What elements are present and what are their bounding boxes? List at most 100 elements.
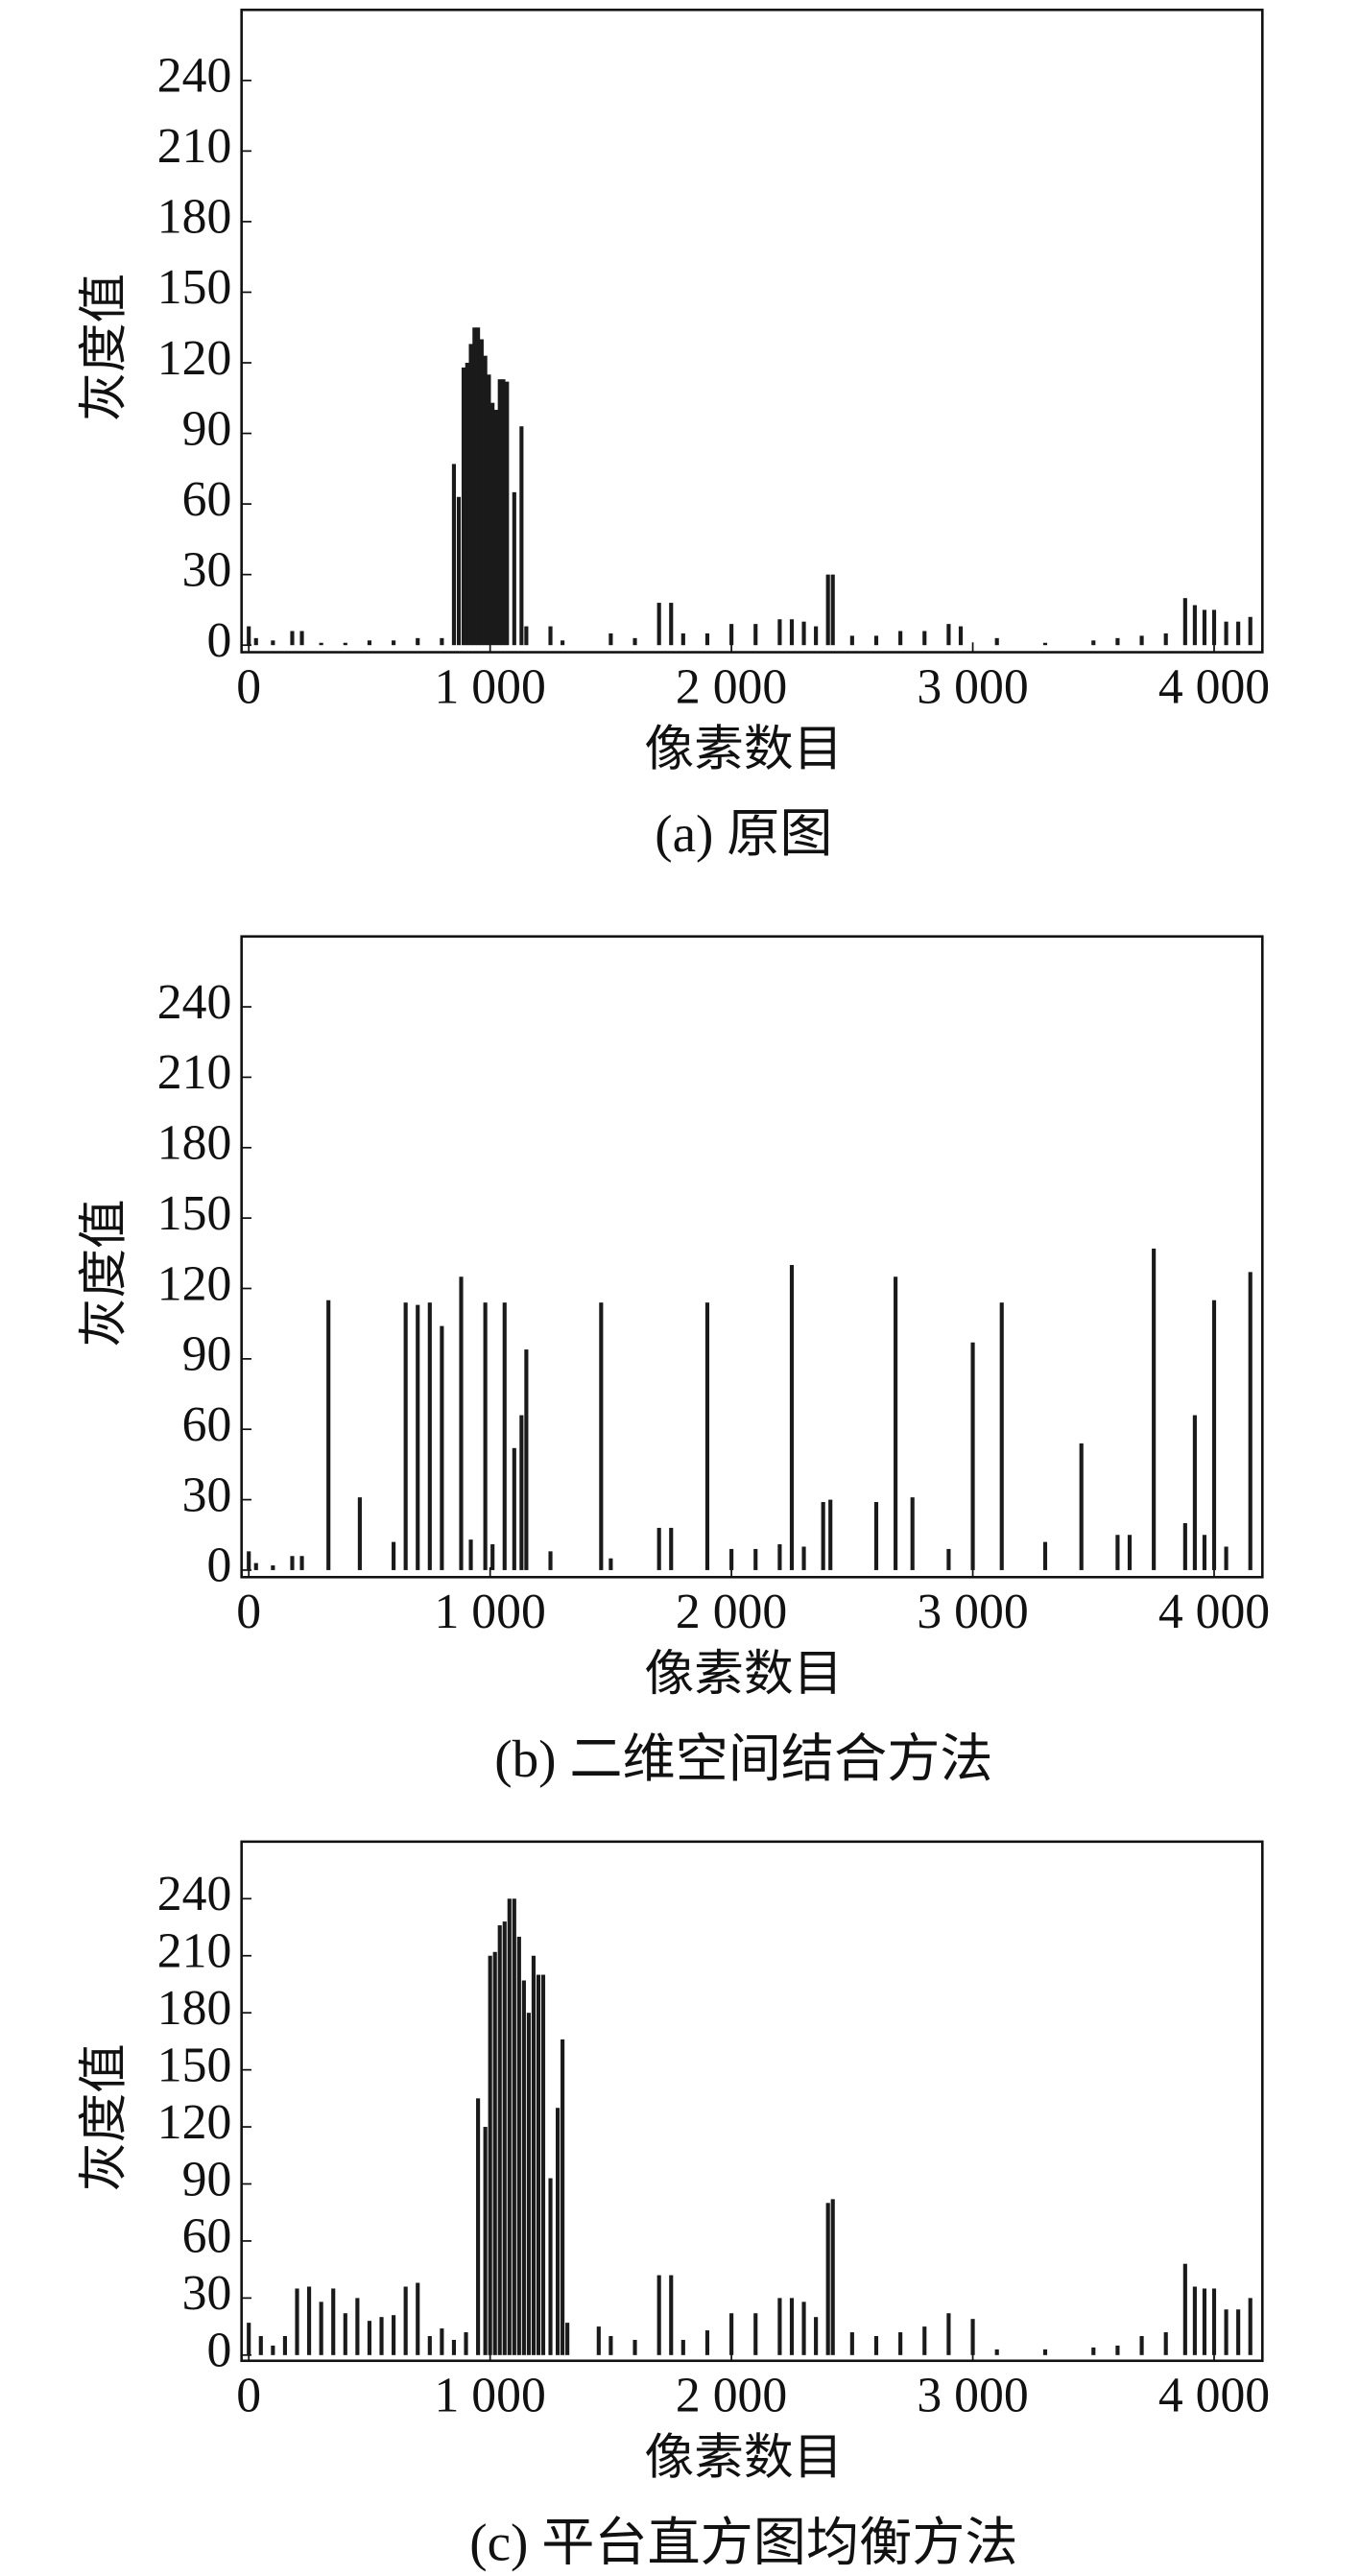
y-tick-label: 240 (157, 1867, 232, 1921)
bar (556, 2108, 561, 2355)
bar (814, 2317, 819, 2355)
bar (1091, 640, 1096, 646)
y-tick-label: 150 (157, 2039, 232, 2093)
y-tick-label: 90 (182, 2152, 232, 2206)
bar (1079, 1443, 1084, 1570)
bar (451, 464, 457, 646)
bar (1236, 2309, 1241, 2355)
bar (1042, 2349, 1048, 2355)
bar (271, 2345, 275, 2355)
bar (476, 2098, 481, 2355)
bar (994, 637, 999, 646)
bar (1248, 2298, 1253, 2355)
bar (290, 1556, 295, 1570)
bar (1152, 1248, 1157, 1570)
bar (326, 1300, 331, 1570)
bar (319, 2302, 323, 2355)
plot-frame (240, 935, 1264, 1579)
y-tick-label: 60 (182, 472, 232, 527)
bar (825, 2203, 830, 2355)
bar (307, 2286, 312, 2355)
bar (669, 1527, 674, 1570)
y-tick-label: 30 (182, 2266, 232, 2321)
bar (1224, 1546, 1229, 1570)
bar (476, 327, 481, 646)
bar (416, 1304, 420, 1570)
bar (561, 2039, 565, 2355)
bar (247, 1551, 251, 1570)
bar (367, 640, 372, 646)
bar (1042, 1541, 1048, 1570)
bar (1202, 609, 1207, 646)
bar (1091, 2347, 1096, 2355)
bar (656, 2275, 661, 2355)
y-tick-label: 120 (157, 1256, 232, 1311)
x-tick-label: 3 000 (917, 1585, 1028, 1639)
bar (492, 1951, 497, 2355)
x-tick-label: 4 000 (1158, 2369, 1270, 2423)
bar (753, 624, 758, 646)
bar (440, 2328, 444, 2355)
bar (253, 637, 258, 646)
bar (258, 2336, 263, 2355)
y-tick-label: 210 (157, 1924, 232, 1979)
bar (427, 1302, 432, 1570)
bar (729, 624, 734, 646)
bar (282, 2336, 288, 2355)
bar (970, 1342, 975, 1570)
bar (898, 631, 903, 646)
bar (392, 2315, 396, 2355)
x-tick-label: 3 000 (917, 660, 1028, 715)
bar (512, 1898, 516, 2355)
bar (814, 626, 819, 646)
bar (1192, 1415, 1197, 1570)
bar (1115, 2345, 1120, 2355)
y-tick-label: 0 (206, 2324, 231, 2378)
y-axis-label: 灰度值 (77, 274, 131, 421)
bar (999, 1302, 1004, 1570)
y-tick-label: 120 (157, 331, 232, 386)
y-tick-label: 30 (182, 543, 232, 598)
x-tick-label: 4 000 (1158, 660, 1270, 715)
bar (656, 603, 661, 646)
bar (483, 355, 488, 646)
bar (487, 374, 491, 646)
bar (608, 632, 613, 646)
bar (403, 1302, 408, 1570)
bar (1248, 616, 1253, 646)
bar (777, 619, 782, 646)
x-tick-label: 0 (236, 2369, 261, 2423)
bar (1127, 1535, 1133, 1570)
bar (505, 381, 510, 646)
bar (540, 1974, 546, 2355)
y-tick-label: 180 (157, 190, 232, 245)
bar (753, 1548, 758, 1570)
y-tick-label: 90 (182, 402, 232, 457)
bar (669, 2275, 674, 2355)
bar (479, 339, 484, 646)
y-tick-label: 60 (182, 1397, 232, 1452)
bar (497, 379, 502, 646)
bar (548, 626, 553, 646)
bar (801, 1546, 806, 1570)
bar (343, 642, 347, 646)
bar (427, 2336, 432, 2355)
bar (873, 635, 879, 646)
x-tick-label: 0 (236, 1585, 261, 1639)
bar (512, 1447, 516, 1570)
bar (331, 2288, 336, 2355)
bar (271, 640, 275, 646)
bar (1163, 2332, 1168, 2355)
bar (521, 1980, 526, 2355)
bar (468, 1539, 473, 1570)
bar (873, 1502, 879, 1570)
bar (299, 631, 304, 646)
bar (502, 1302, 507, 1570)
bar (704, 1302, 710, 1570)
bar (1211, 609, 1217, 646)
bar (753, 2313, 758, 2355)
bar (1224, 2309, 1229, 2355)
bar (656, 1527, 661, 1570)
bar (1139, 2336, 1144, 2355)
